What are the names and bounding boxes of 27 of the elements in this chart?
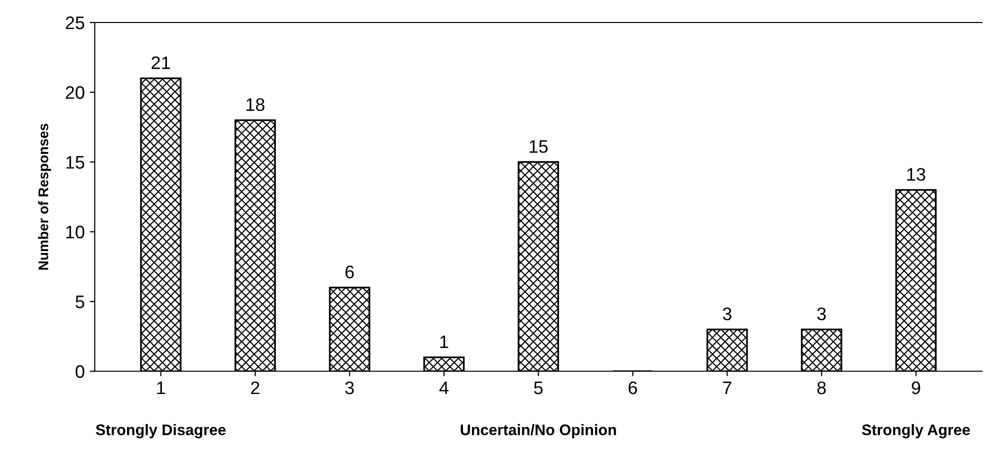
- x-tick-label: 7: [723, 382, 732, 394]
- x-tick-label: 9: [912, 381, 920, 394]
- data-label: 18: [246, 98, 264, 112]
- x-tick-label: 3: [345, 381, 354, 394]
- y-tick-label: 15: [66, 156, 84, 169]
- x-tick-label: 5: [534, 382, 543, 394]
- text: Strongly Disagree: [96, 424, 226, 438]
- y-axis-title: Number of Responses: [38, 124, 52, 270]
- x-tick-label: 1: [157, 382, 165, 394]
- text: Uncertain/No Opinion: [460, 424, 616, 438]
- y-tick-label: 5: [76, 296, 84, 308]
- data-label: 6: [345, 266, 354, 278]
- text: Strongly Agree: [862, 424, 970, 438]
- data-label: 21: [152, 56, 170, 69]
- y-tick-label: 10: [66, 226, 84, 238]
- data-label: 3: [817, 307, 826, 320]
- data-label: 13: [907, 168, 926, 181]
- y-tick-label: 25: [66, 16, 84, 30]
- data-label: 15: [530, 140, 548, 153]
- data-label: 1: [440, 336, 448, 348]
- x-tick-label: 4: [439, 382, 448, 394]
- x-tick-label: 8: [817, 381, 826, 394]
- x-tick-label: 6: [628, 381, 638, 394]
- data-label: 3: [722, 307, 732, 320]
- x-tick-label: 2: [251, 381, 260, 394]
- y-tick-label: 20: [66, 86, 84, 99]
- y-tick-label: 0: [76, 365, 84, 378]
